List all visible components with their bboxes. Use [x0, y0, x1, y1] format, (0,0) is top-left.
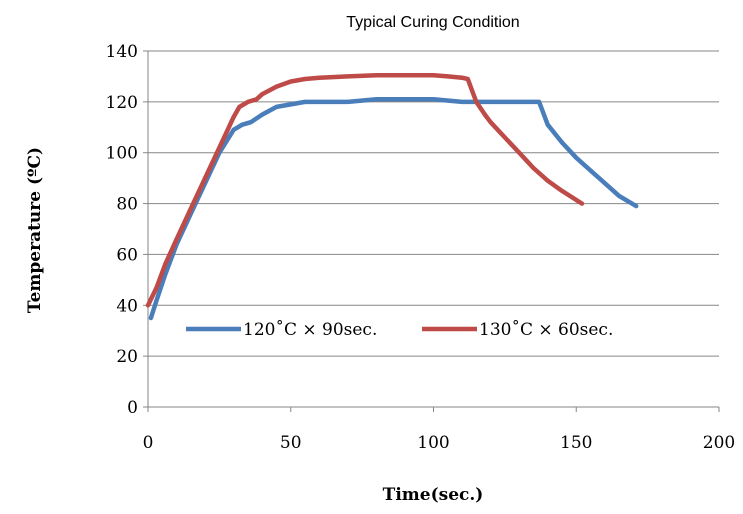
legend-label-0: 120˚C × 90sec. [243, 320, 377, 340]
y-tick-label-4: 80 [116, 195, 138, 215]
y-tick-label-5: 100 [106, 144, 138, 164]
legend: 120˚C × 90sec. 130˚C × 60sec. [186, 320, 613, 340]
x-tick-label-2: 100 [417, 433, 449, 453]
legend-item-1: 130˚C × 60sec. [422, 320, 613, 340]
legend-item-0: 120˚C × 90sec. [186, 320, 377, 340]
y-axis-title: Temperature (ºC) [25, 147, 45, 313]
x-tick-label-4: 200 [703, 433, 735, 453]
x-tick-label-0: 0 [143, 433, 154, 453]
chart-title: Typical Curing Condition [346, 14, 519, 31]
y-tick-label-0: 0 [127, 398, 138, 418]
tick-labels: 0 20 40 60 80 100 120 140 0 50 100 150 200 [106, 42, 736, 453]
x-tick-label-3: 150 [560, 433, 592, 453]
y-tick-label-7: 140 [106, 42, 138, 62]
y-tick-label-6: 120 [106, 93, 138, 113]
y-tick-label-2: 40 [116, 296, 138, 316]
grid [148, 50, 719, 357]
axes [143, 50, 720, 412]
y-tick-label-1: 20 [116, 347, 138, 367]
series-line-0 [148, 97, 639, 321]
y-tick-label-3: 60 [116, 245, 138, 265]
legend-label-1: 130˚C × 60sec. [479, 320, 613, 340]
series-lines [145, 72, 639, 321]
x-axis-title: Time(sec.) [383, 485, 484, 505]
series-line-1 [145, 72, 585, 308]
x-tick-label-1: 50 [280, 433, 302, 453]
